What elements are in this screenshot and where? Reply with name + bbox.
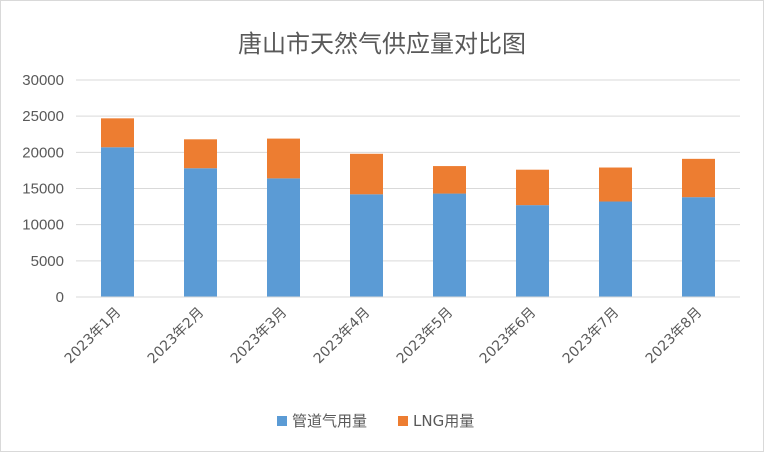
bar-segment-pipeline: [516, 205, 549, 297]
bar-segment-lng: [267, 138, 300, 179]
legend-swatch: [398, 416, 408, 426]
bar-segment-pipeline: [101, 147, 134, 297]
bar-segment-pipeline: [682, 197, 715, 297]
y-tick-label: 10000: [22, 217, 64, 234]
gridlines: [76, 79, 740, 262]
legend-swatch: [277, 416, 287, 426]
bar-segment-pipeline: [267, 178, 300, 297]
x-tick-label: 2023年1月: [62, 305, 125, 368]
bar-segment-lng: [682, 158, 715, 198]
y-tick-label: 20000: [22, 144, 64, 161]
bar-segment-pipeline: [350, 194, 383, 297]
x-tick-label: 2023年4月: [311, 305, 374, 368]
bar-segment-pipeline: [599, 201, 632, 297]
x-tick-label: 2023年3月: [228, 305, 291, 368]
bar-segment-lng: [101, 118, 134, 148]
y-tick-label: 25000: [22, 108, 64, 125]
y-tick-label: 15000: [22, 181, 64, 198]
bar-segment-lng: [350, 153, 383, 195]
bar-segment-lng: [599, 167, 632, 202]
bar-segment-lng: [516, 169, 549, 206]
bar-segment-pipeline: [184, 168, 217, 297]
legend-label: LNG用量: [413, 412, 474, 430]
x-tick-label: 2023年7月: [560, 305, 623, 368]
x-tick-label: 2023年6月: [477, 305, 540, 368]
y-tick-label: 5000: [31, 253, 64, 270]
bar-segment-lng: [184, 139, 217, 169]
x-tick-label: 2023年5月: [394, 305, 457, 368]
bar-segment-lng: [433, 166, 466, 194]
legend: 管道气用量 LNG用量: [277, 412, 474, 430]
y-tick-label: 30000: [22, 72, 64, 89]
chart-title: 唐山市天然气供应量对比图: [238, 30, 526, 58]
x-tick-label: 2023年2月: [145, 305, 208, 368]
x-axis: 2023年1月 2023年2月 2023年3月 2023年4月 2023年5月 2023年…: [62, 296, 740, 368]
y-tick-label: 0: [56, 289, 64, 306]
y-axis: 0 5000 10000 15000 20000 25000 30000: [22, 72, 64, 306]
bar-segment-pipeline: [433, 193, 466, 297]
legend-label: 管道气用量: [292, 412, 367, 430]
bars: [101, 118, 715, 297]
x-tick-label: 2023年8月: [643, 305, 706, 368]
